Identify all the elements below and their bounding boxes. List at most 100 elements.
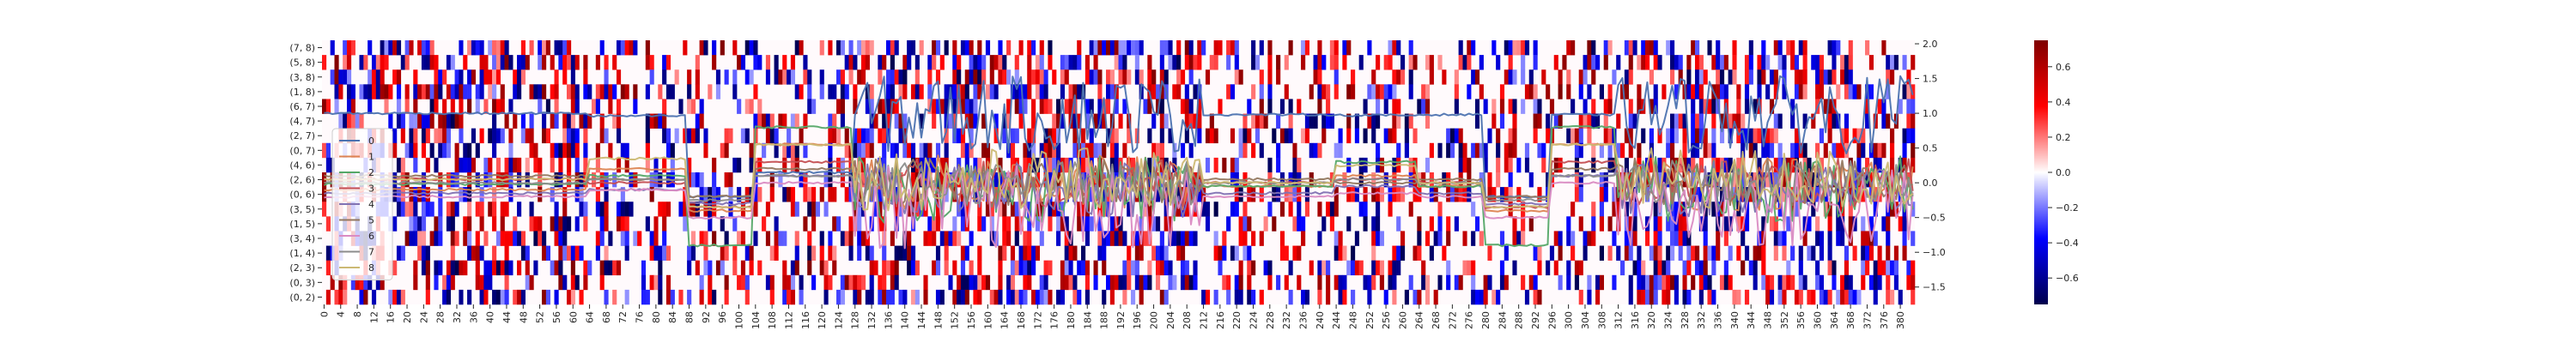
heatmap-cell xyxy=(396,245,402,261)
heatmap-cell xyxy=(1197,55,1202,70)
heatmap-cell xyxy=(1376,216,1381,232)
heatmap-cell xyxy=(1533,274,1538,291)
heatmap-cell xyxy=(1607,157,1613,173)
heatmap-cell xyxy=(1367,40,1372,56)
heatmap-cell xyxy=(732,40,738,56)
heatmap-cell xyxy=(665,274,671,291)
column-label: 0 xyxy=(319,311,330,317)
heatmap-cell xyxy=(1446,142,1451,159)
heatmap-cell xyxy=(690,245,696,261)
heatmap-cell xyxy=(794,157,799,173)
heatmap-cell xyxy=(865,245,870,261)
heatmap-cell xyxy=(562,55,568,70)
heatmap-cell xyxy=(1109,84,1115,99)
heatmap-cell xyxy=(1371,260,1376,276)
heatmap-cell xyxy=(1188,40,1194,56)
heatmap-cell xyxy=(488,128,493,144)
heatmap-cell xyxy=(574,55,580,70)
heatmap-cell xyxy=(492,216,497,232)
heatmap-cell xyxy=(1637,84,1642,99)
heatmap-cell xyxy=(1723,260,1728,276)
heatmap-cell xyxy=(1425,289,1431,305)
heatmap-cell xyxy=(939,99,945,114)
heatmap-cell xyxy=(417,245,422,261)
heatmap-cell xyxy=(1392,40,1397,56)
heatmap-cell xyxy=(392,40,398,56)
heatmap-cell xyxy=(1886,172,1891,188)
heatmap-cell xyxy=(1782,187,1787,202)
heatmap-cell xyxy=(799,172,804,188)
heatmap-cell xyxy=(1031,99,1036,114)
heatmap-cell xyxy=(1060,216,1065,232)
heatmap-cell xyxy=(1479,84,1484,99)
heatmap-cell xyxy=(425,113,430,129)
heatmap-cell xyxy=(1454,128,1459,144)
heatmap-cell xyxy=(857,216,862,232)
column-label: 256 xyxy=(1381,311,1392,329)
heatmap-cell xyxy=(1072,274,1078,291)
heatmap-cell xyxy=(459,289,464,305)
heatmap-cell xyxy=(1769,99,1775,114)
heatmap-cell xyxy=(732,216,738,232)
heatmap-cell xyxy=(599,216,605,232)
heatmap-cell xyxy=(878,202,883,217)
heatmap-cell xyxy=(355,113,360,129)
heatmap-cell xyxy=(1010,142,1016,159)
heatmap-cell xyxy=(857,231,862,246)
column-label: 40 xyxy=(485,311,496,323)
heatmap-cell xyxy=(1669,142,1675,159)
heatmap-cell xyxy=(538,187,543,202)
heatmap-cell xyxy=(927,142,933,159)
heatmap-cell xyxy=(1703,99,1708,114)
heatmap-cell xyxy=(1911,289,1916,305)
heatmap-cell xyxy=(1168,260,1173,276)
heatmap-cell xyxy=(960,40,966,56)
heatmap-cell xyxy=(1180,99,1186,114)
heatmap-cell xyxy=(492,113,497,129)
heatmap-cell xyxy=(1383,84,1388,99)
heatmap-cell xyxy=(1064,99,1069,114)
heatmap-cell xyxy=(520,40,526,56)
heatmap-cell xyxy=(1757,55,1762,70)
heatmap-cell xyxy=(981,55,987,70)
heatmap-cell xyxy=(1267,157,1273,173)
heatmap-cell xyxy=(695,113,700,129)
heatmap-cell xyxy=(1139,289,1144,305)
heatmap-cell xyxy=(579,289,584,305)
heatmap-cell xyxy=(1446,187,1451,202)
column-label: 60 xyxy=(568,311,579,323)
heatmap-cell xyxy=(1188,113,1194,129)
heatmap-cell xyxy=(695,172,700,188)
heatmap-cell xyxy=(828,157,833,173)
heatmap-cell xyxy=(1773,40,1778,56)
heatmap-cell xyxy=(645,84,650,99)
heatmap-cell xyxy=(1209,128,1214,144)
heatmap-cell xyxy=(703,202,708,217)
heatmap-cell xyxy=(844,142,849,159)
heatmap-cell xyxy=(860,172,866,188)
heatmap-cell xyxy=(1023,157,1028,173)
heatmap-cell xyxy=(1458,172,1463,188)
heatmap-cell xyxy=(368,99,373,114)
heatmap-cell xyxy=(712,55,717,70)
heatmap-cell xyxy=(1761,55,1766,70)
heatmap-cell xyxy=(1848,40,1853,56)
heatmap-cell xyxy=(595,84,600,99)
column-label: 20 xyxy=(402,311,413,323)
heatmap-cell xyxy=(1159,142,1164,159)
heatmap-cell xyxy=(744,128,750,144)
heatmap-cell xyxy=(944,260,949,276)
heatmap-cell xyxy=(513,157,518,173)
heatmap-cell xyxy=(699,274,704,291)
heatmap-cell xyxy=(1790,113,1795,129)
heatmap-cell xyxy=(1006,40,1012,56)
heatmap-cell xyxy=(1662,172,1667,188)
heatmap-cell xyxy=(1471,40,1476,56)
heatmap-cell xyxy=(1496,157,1501,173)
heatmap-cell xyxy=(1624,245,1629,261)
heatmap-cell xyxy=(1574,187,1580,202)
heatmap-cell xyxy=(1408,84,1413,99)
heatmap-cell xyxy=(1603,172,1608,188)
heatmap-cell xyxy=(1487,172,1492,188)
heatmap-cell xyxy=(392,187,398,202)
